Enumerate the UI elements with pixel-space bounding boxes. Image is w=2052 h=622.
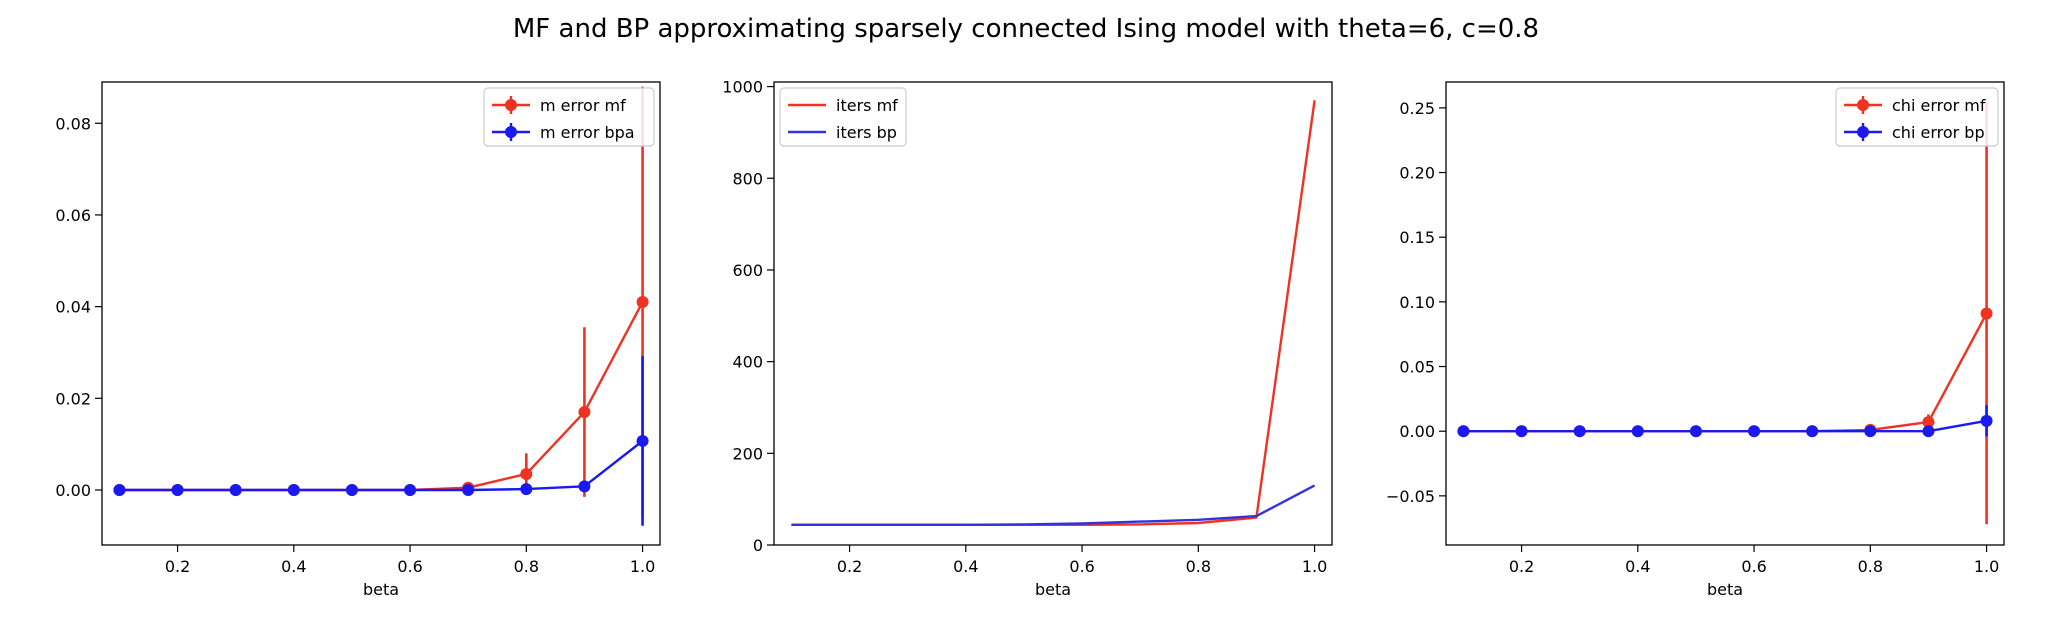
x-axis-label: beta <box>1707 580 1743 599</box>
x-tick-label: 1.0 <box>630 557 655 576</box>
data-point <box>1806 425 1819 438</box>
x-tick-label: 1.0 <box>1302 557 1327 576</box>
data-point <box>171 483 184 496</box>
series-chi-error-bp <box>1457 405 1993 438</box>
x-tick-label: 0.4 <box>953 557 978 576</box>
data-point <box>1689 425 1702 438</box>
data-point <box>1631 425 1644 438</box>
legend-label: iters bp <box>836 123 897 142</box>
data-point <box>113 483 126 496</box>
data-point <box>1980 307 1993 320</box>
y-tick-label: 0.08 <box>55 114 91 133</box>
axes-frame <box>1445 81 2005 546</box>
data-point <box>1573 425 1586 438</box>
legend: chi error mf chi error bp <box>1835 87 1999 147</box>
data-point <box>229 483 242 496</box>
subplot-iterations: 0.2 0.4 0.6 0.8 1.0 0 200 400 600 800 1000 beta iter… <box>722 78 1333 599</box>
series-line <box>1463 419 1987 433</box>
data-point <box>1922 416 1935 429</box>
y-tick-label: 400 <box>732 353 763 372</box>
y-tick-label: 0.15 <box>1399 228 1435 247</box>
data-point <box>578 480 591 493</box>
legend-label: iters mf <box>836 96 898 115</box>
x-axis-label: beta <box>363 580 399 599</box>
series-line <box>119 301 644 492</box>
data-point <box>636 434 649 447</box>
data-point <box>578 406 591 419</box>
y-tick-label: 0.02 <box>55 389 91 408</box>
data-point <box>1748 425 1761 438</box>
data-point <box>404 483 417 496</box>
y-tick-label: 800 <box>732 169 763 188</box>
y-tick-label: 0 <box>753 536 763 555</box>
series-chi-error-mf <box>1457 102 1993 525</box>
data-point <box>1515 425 1528 438</box>
series-line <box>1463 312 1988 433</box>
data-point <box>1457 425 1470 438</box>
x-tick-label: 0.6 <box>1741 557 1766 576</box>
x-axis-label: beta <box>1035 580 1071 599</box>
y-tick-label: 0.05 <box>1399 358 1435 377</box>
series-iters-mf <box>791 100 1316 526</box>
data-point <box>462 483 475 496</box>
data-point <box>1980 414 1993 427</box>
series-m-error-bpa <box>113 356 649 526</box>
y-tick-label: 200 <box>732 444 763 463</box>
x-tick-label: 0.4 <box>1625 557 1650 576</box>
y-tick-label: 0.00 <box>1399 422 1435 441</box>
legend-label: chi error bp <box>1892 123 1985 142</box>
y-tick-label: 0.10 <box>1399 293 1435 312</box>
x-tick-label: 0.8 <box>1858 557 1883 576</box>
data-point <box>1922 425 1935 438</box>
series-line <box>791 484 1316 526</box>
x-tick-label: 0.6 <box>1069 557 1094 576</box>
series-line <box>791 100 1316 526</box>
data-point <box>520 467 533 480</box>
x-tick-label: 0.8 <box>514 557 539 576</box>
x-tick-label: 1.0 <box>1974 557 1999 576</box>
y-tick-label: −0.05 <box>1386 487 1435 506</box>
data-point <box>520 483 533 496</box>
x-tick-label: 0.2 <box>1509 557 1534 576</box>
data-point <box>345 483 358 496</box>
x-tick-label: 0.4 <box>281 557 306 576</box>
series-iters-bp <box>791 484 1316 526</box>
legend-label: m error mf <box>540 96 626 115</box>
y-tick-label: 0.04 <box>55 298 91 317</box>
axes-frame <box>101 81 661 546</box>
data-point <box>1864 425 1877 438</box>
y-tick-label: 1000 <box>722 78 763 97</box>
series-m-error-mf <box>113 86 649 518</box>
legend: iters mf iters bp <box>779 87 907 147</box>
y-tick-label: 0.06 <box>55 206 91 225</box>
subplot-chi-error: 0.2 0.4 0.6 0.8 1.0 −0.05 0.00 0.05 0.10 0.15 0.20… <box>1386 81 2005 599</box>
x-tick-label: 0.8 <box>1186 557 1211 576</box>
y-tick-label: 600 <box>732 261 763 280</box>
y-tick-label: 0.25 <box>1399 99 1435 118</box>
legend-label: chi error mf <box>1892 96 1986 115</box>
series-line <box>119 439 644 492</box>
plot-area <box>113 86 649 526</box>
legend: m error mf m error bpa <box>483 87 655 147</box>
x-tick-label: 0.2 <box>165 557 190 576</box>
data-point <box>287 483 300 496</box>
axes-frame <box>773 81 1333 546</box>
data-point <box>636 296 649 309</box>
y-tick-label: 0.00 <box>55 481 91 500</box>
legend-label: m error bpa <box>540 123 635 142</box>
x-tick-label: 0.6 <box>397 557 422 576</box>
plot-area <box>791 100 1316 526</box>
plot-area <box>1457 102 1993 525</box>
figure-title: MF and BP approximating sparsely connect… <box>512 14 1540 44</box>
y-tick-label: 0.20 <box>1399 164 1435 183</box>
x-tick-label: 0.2 <box>837 557 862 576</box>
subplot-m-error: 0.2 0.4 0.6 0.8 1.0 0.00 0.02 0.04 0.06 0.08 beta m… <box>55 81 661 599</box>
